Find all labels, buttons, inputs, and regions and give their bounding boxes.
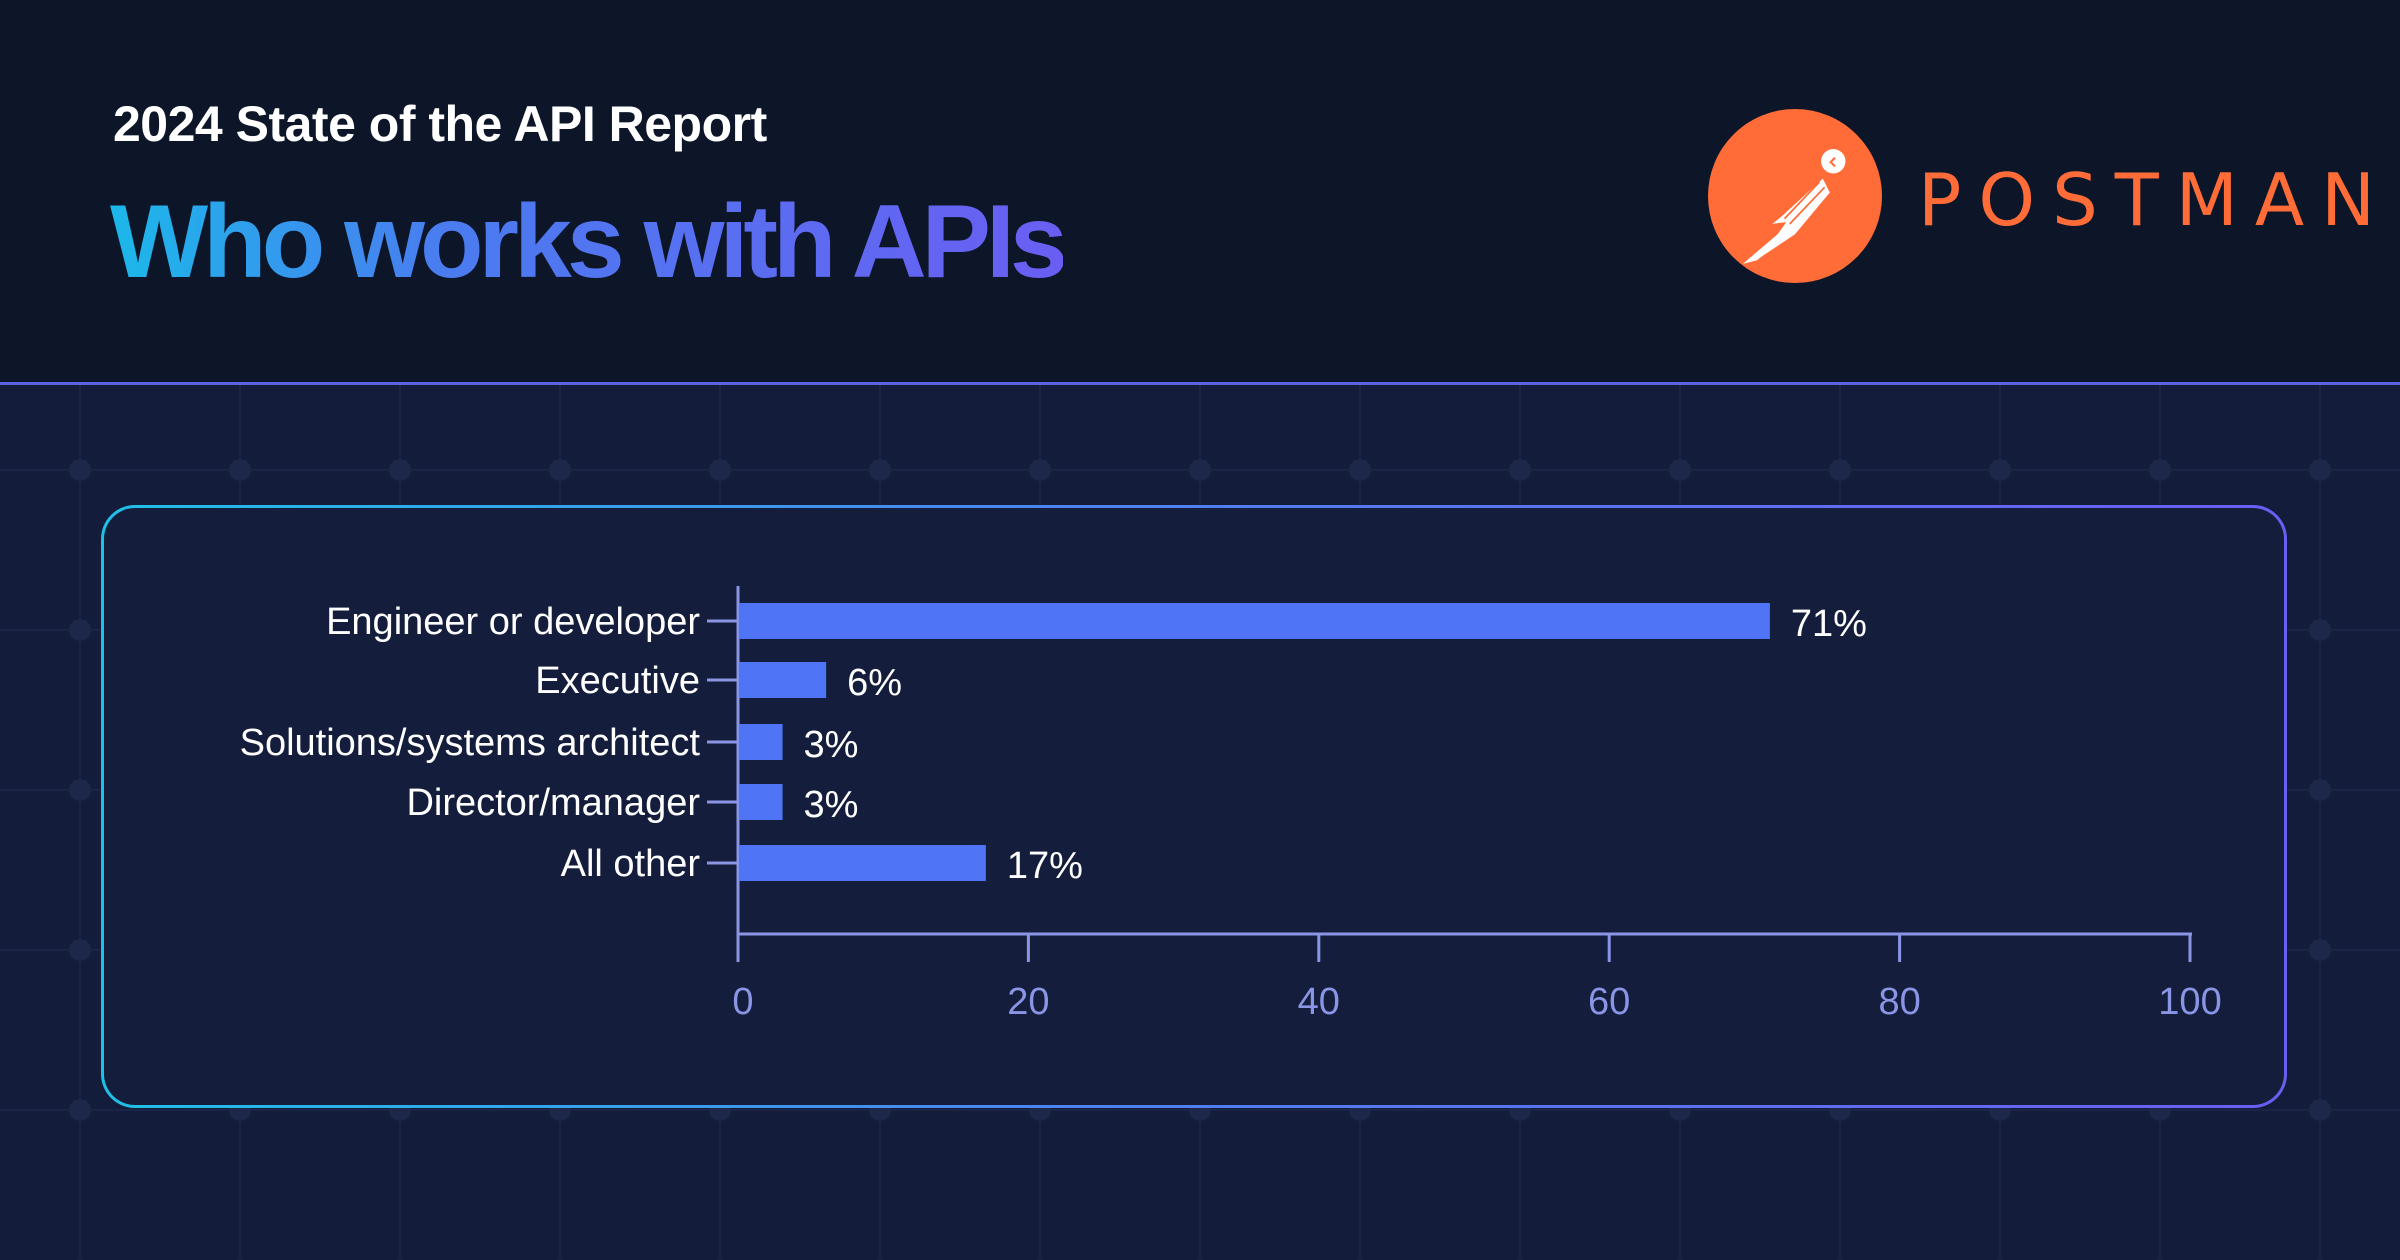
category-label: Director/manager bbox=[406, 782, 700, 824]
grid-dot bbox=[2309, 939, 2331, 961]
category-label: All other bbox=[561, 843, 701, 885]
grid-dot bbox=[2309, 459, 2331, 481]
x-tick-label: 80 bbox=[1878, 981, 1920, 1023]
x-tick-label: 40 bbox=[1298, 981, 1340, 1023]
grid-dot bbox=[869, 459, 891, 481]
grid-dot bbox=[1829, 459, 1851, 481]
grid-dot bbox=[2309, 619, 2331, 641]
grid-dot bbox=[1029, 459, 1051, 481]
grid-dot bbox=[2309, 779, 2331, 801]
value-label: 6% bbox=[847, 662, 902, 704]
header: 2024 State of the API Report Who works w… bbox=[0, 0, 2400, 385]
grid-dot bbox=[1509, 459, 1531, 481]
value-label: 3% bbox=[804, 784, 859, 826]
page-title: Who works with APIs bbox=[110, 184, 1068, 300]
grid-dot bbox=[549, 459, 571, 481]
bar-director-manager bbox=[739, 784, 783, 820]
grid-dot bbox=[69, 1099, 91, 1121]
grid-dot bbox=[2309, 1099, 2331, 1121]
grid-dot bbox=[69, 619, 91, 641]
value-label: 3% bbox=[804, 724, 859, 766]
grid-dot bbox=[709, 459, 731, 481]
grid-dot bbox=[1989, 459, 2011, 481]
bar-all-other bbox=[739, 845, 986, 881]
grid-dot bbox=[69, 939, 91, 961]
category-label: Engineer or developer bbox=[326, 601, 700, 643]
x-tick-label: 20 bbox=[1007, 981, 1049, 1023]
grid-dot bbox=[1189, 459, 1211, 481]
x-tick-label: 60 bbox=[1588, 981, 1630, 1023]
bar-engineer-or-developer bbox=[739, 603, 1770, 639]
x-tick-label: 0 bbox=[732, 981, 753, 1023]
grid-dot bbox=[229, 459, 251, 481]
bar-solutions-systems-architect bbox=[739, 724, 783, 760]
grid-dot bbox=[389, 459, 411, 481]
x-tick-label: 100 bbox=[2158, 981, 2221, 1023]
postman-logo-icon bbox=[1708, 109, 1882, 283]
bar-executive bbox=[739, 662, 827, 698]
grid-dot bbox=[1669, 459, 1691, 481]
value-label: 17% bbox=[1007, 845, 1083, 887]
grid-dot bbox=[1349, 459, 1371, 481]
report-subtitle: 2024 State of the API Report bbox=[113, 96, 767, 152]
value-label: 71% bbox=[1791, 603, 1867, 645]
postman-wordmark: POSTMAN bbox=[1918, 158, 2393, 242]
grid-dot bbox=[2149, 459, 2171, 481]
grid-dot bbox=[69, 779, 91, 801]
category-label: Executive bbox=[535, 660, 700, 702]
category-label: Solutions/systems architect bbox=[240, 722, 701, 764]
grid-dot bbox=[69, 459, 91, 481]
